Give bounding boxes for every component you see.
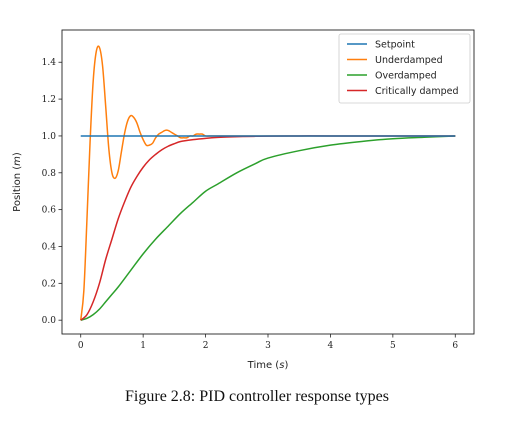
- x-tick-label: 4: [328, 341, 334, 351]
- line-chart: 0 1 2 3 4 5 6 0.0 0.2 0.4 0.6 0.8 1.0 1.2 1.4 Time (s…: [12, 29, 475, 371]
- y-axis: 0.0 0.2 0.4 0.6 0.8 1.0 1.2 1.4: [42, 58, 62, 326]
- legend-label: Setpoint: [375, 40, 415, 51]
- x-tick-label: 6: [452, 341, 458, 351]
- series-line-overdamped: [80, 135, 456, 321]
- y-tick-label: 1.4: [42, 58, 57, 68]
- y-axis-label: Position (m): [12, 152, 23, 212]
- legend: Setpoint Underdamped Overdamped Critically …: [338, 33, 471, 104]
- x-tick-label: 5: [390, 341, 396, 351]
- x-axis-label: Time (s): [247, 360, 289, 371]
- y-tick-label: 0.2: [42, 279, 56, 289]
- legend-box: [338, 33, 471, 104]
- x-tick-label: 0: [78, 341, 84, 351]
- x-tick-label: 2: [203, 341, 209, 351]
- x-axis: 0 1 2 3 4 5 6: [78, 334, 458, 351]
- series-layer: [79, 45, 456, 321]
- y-tick-label: 0.6: [42, 206, 57, 216]
- y-tick-label: 1.2: [42, 95, 56, 105]
- x-tick-label: 1: [140, 341, 146, 351]
- x-axis-label-text: Time: [247, 360, 272, 371]
- y-tick-label: 0.4: [42, 242, 57, 252]
- x-axis-label-unit: s: [279, 360, 284, 371]
- y-tick-label: 0.8: [42, 169, 57, 179]
- x-tick-label: 3: [265, 341, 271, 351]
- legend-label: Overdamped: [375, 71, 437, 82]
- y-tick-label: 1.0: [42, 132, 57, 142]
- y-axis-label-text: Position: [12, 173, 23, 212]
- legend-label: Critically damped: [375, 86, 459, 97]
- figure-caption: Figure 2.8: PID controller response type…: [125, 388, 389, 405]
- y-axis-label-unit: m: [12, 156, 23, 166]
- y-tick-label: 0.0: [42, 316, 57, 326]
- legend-label: Underdamped: [375, 55, 443, 66]
